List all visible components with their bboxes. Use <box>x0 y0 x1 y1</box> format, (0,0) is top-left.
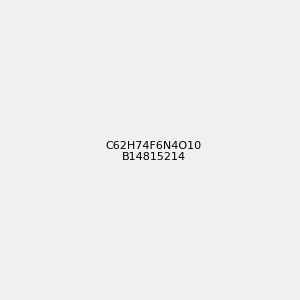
Text: C62H74F6N4O10
B14815214: C62H74F6N4O10 B14815214 <box>106 141 202 162</box>
